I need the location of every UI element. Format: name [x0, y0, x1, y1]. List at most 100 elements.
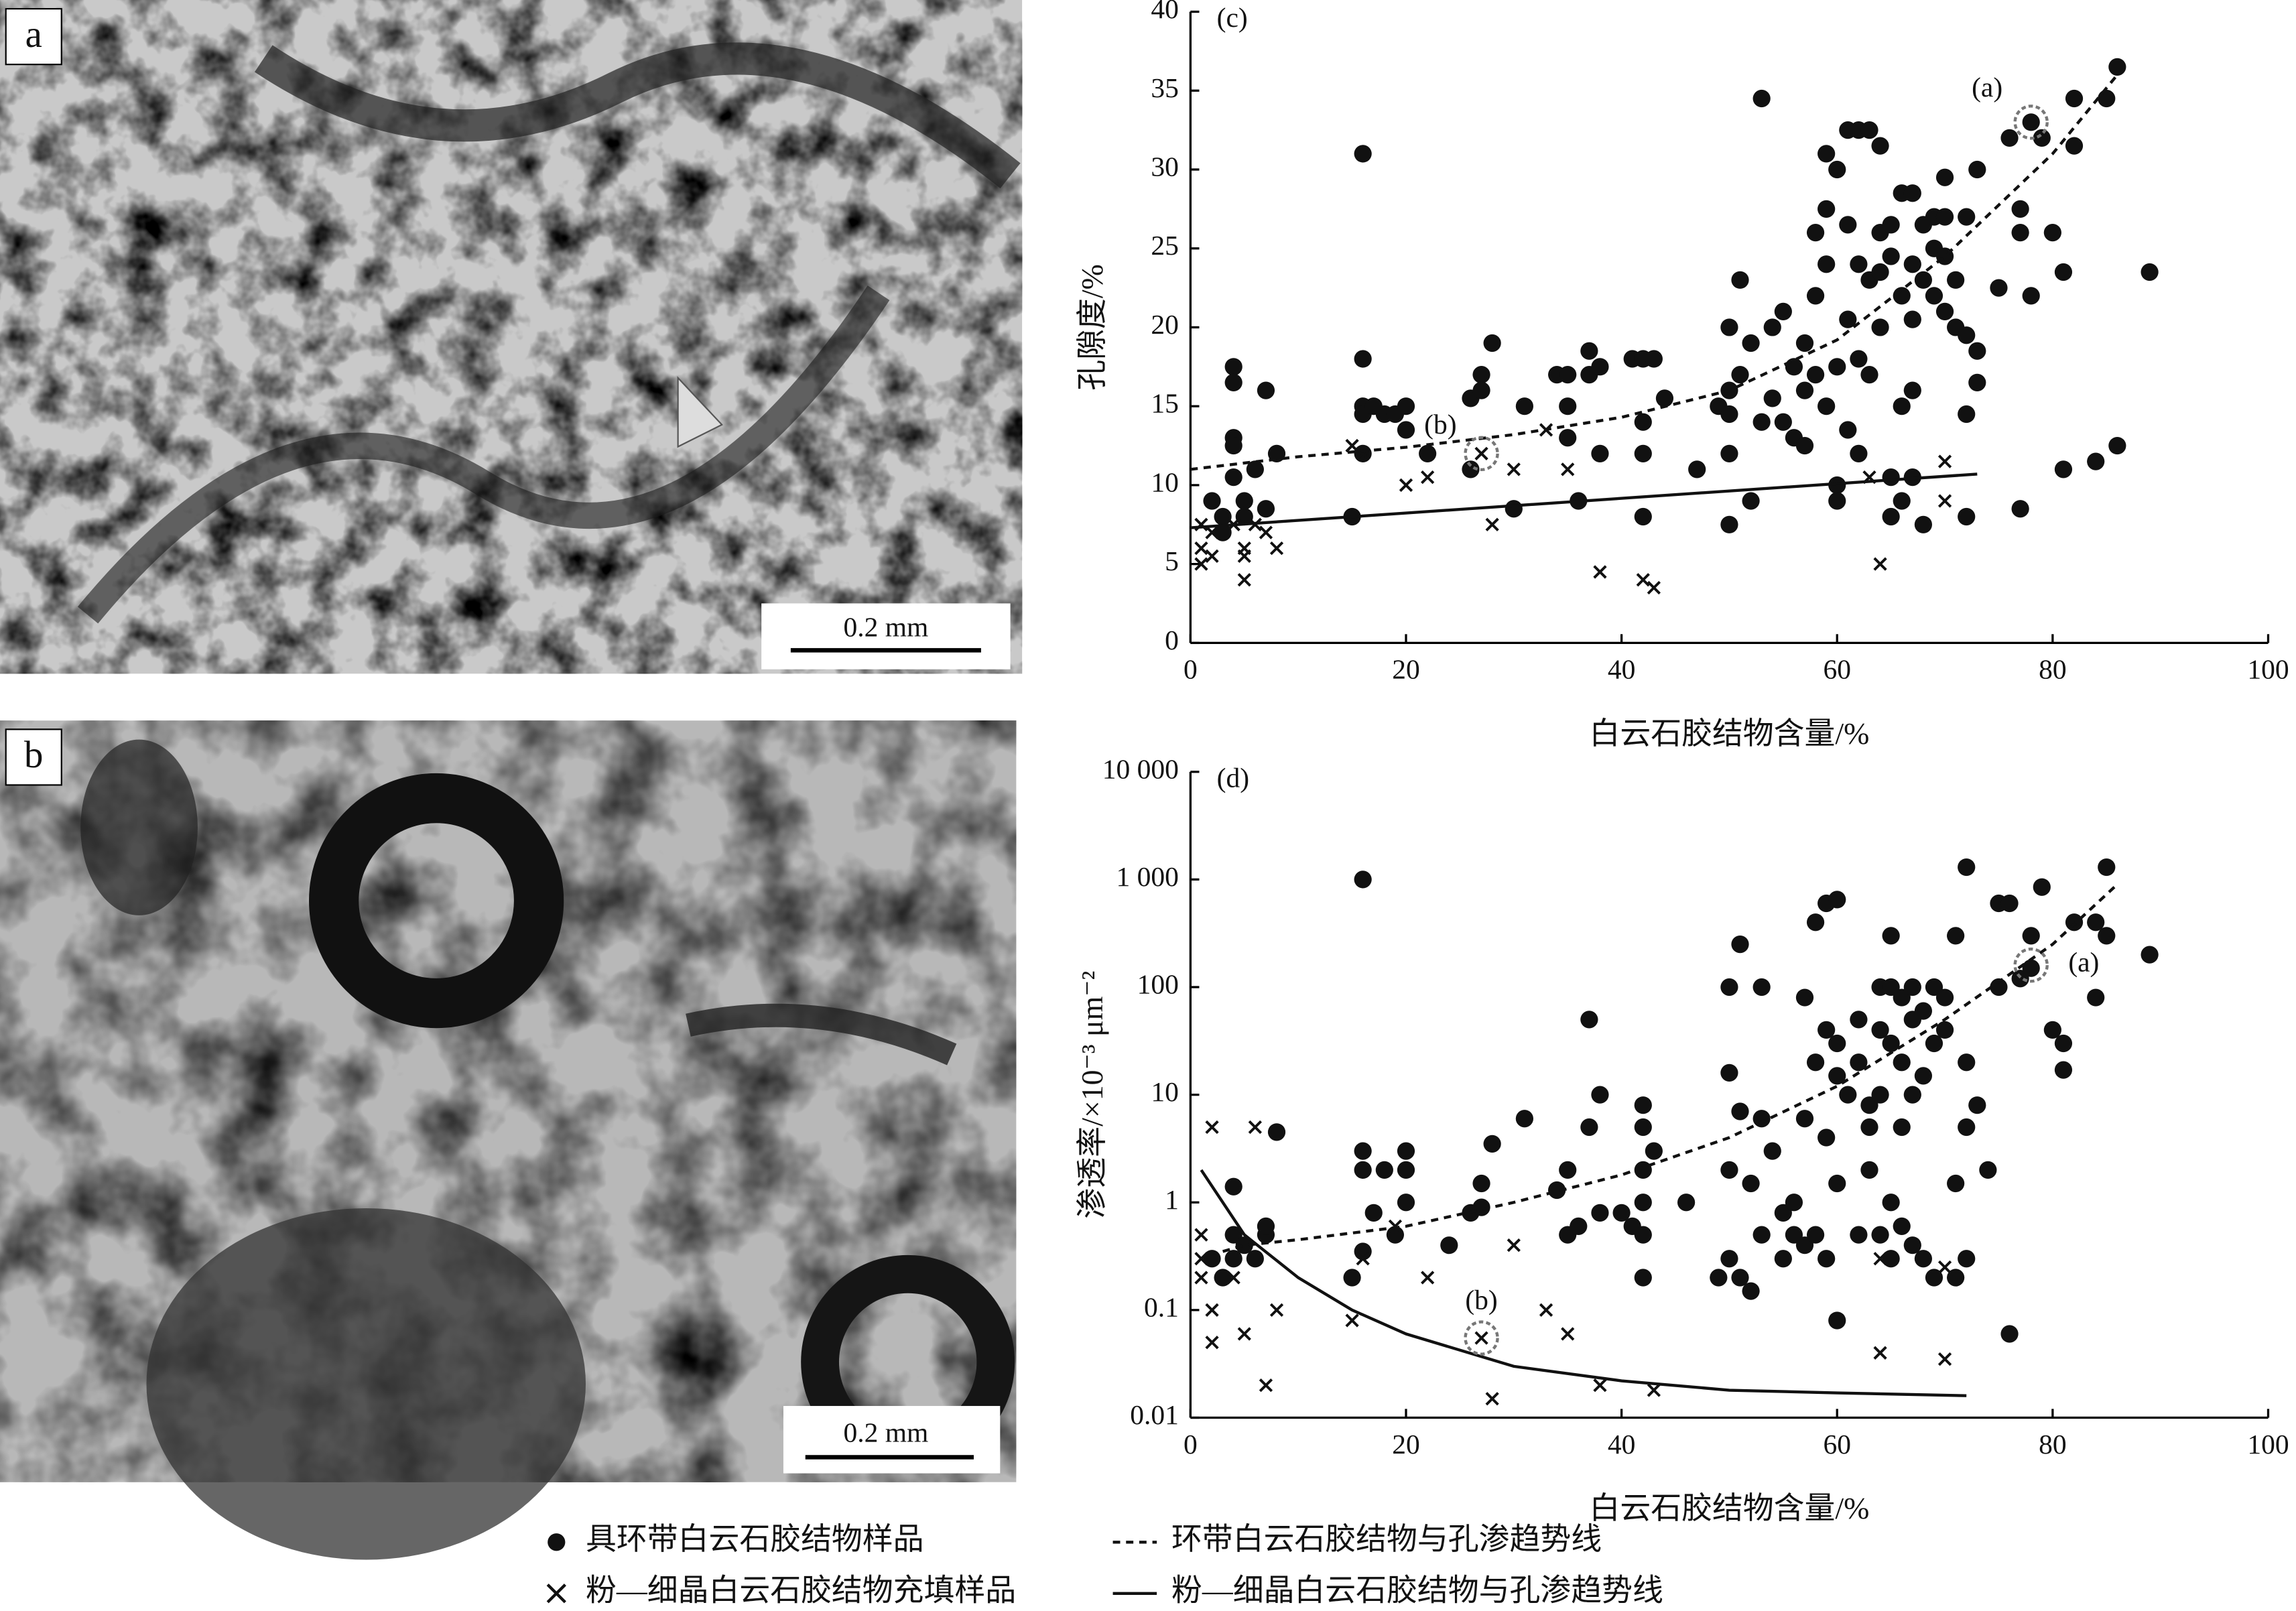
data-point — [2033, 129, 2051, 147]
data-point — [1958, 208, 1976, 226]
data-point — [1237, 1327, 1251, 1341]
data-point — [1612, 1204, 1631, 1222]
x-axis-label: 白云石胶结物含量/% — [1589, 1491, 1869, 1525]
data-point — [1850, 1011, 1868, 1029]
data-point — [1224, 1226, 1242, 1244]
annotation: (b) — [1424, 409, 1456, 440]
data-point — [1763, 389, 1781, 407]
data-point — [1935, 208, 1954, 226]
data-point — [1634, 1226, 1652, 1244]
data-point — [1795, 381, 1814, 399]
data-point — [1591, 444, 1609, 462]
trend-line — [1190, 74, 2119, 471]
data-point — [1882, 1034, 1900, 1053]
data-point — [1752, 1110, 1771, 1128]
data-point — [1893, 397, 1911, 415]
data-point — [1720, 318, 1738, 336]
legend-label: 粉—细晶白云石胶结物与孔渗趋势线 — [1171, 1573, 1663, 1607]
data-point — [1561, 462, 1575, 476]
data-point — [1647, 580, 1661, 595]
annotation-circle — [1464, 1320, 1499, 1356]
data-point — [1958, 1053, 1976, 1072]
y-tick-label: 35 — [1151, 72, 1178, 103]
data-point — [1548, 1181, 1566, 1200]
data-point — [1257, 1217, 1275, 1236]
data-point — [1720, 978, 1738, 996]
data-point — [1873, 1346, 1887, 1360]
data-point — [1925, 978, 1943, 996]
data-point — [1785, 358, 1803, 376]
data-point — [1752, 978, 1771, 996]
data-point — [1248, 1120, 1262, 1135]
x-tick-label: 100 — [2247, 1429, 2289, 1460]
chart: 0 20 40 60 80 100 0.01 0.1 1 10 100 1 000 10 000 (d) 白… — [1075, 753, 2289, 1525]
data-point — [1440, 1236, 1458, 1254]
data-point — [1817, 145, 1836, 163]
data-point — [1559, 365, 1577, 384]
data-point — [1850, 1053, 1868, 1072]
data-point — [1882, 927, 1900, 945]
data-point — [1871, 137, 1889, 155]
data-point — [1850, 444, 1868, 462]
data-point — [1483, 334, 1501, 352]
data-point — [1968, 342, 1986, 360]
data-point — [1925, 287, 1943, 305]
data-point — [1354, 350, 1372, 368]
data-point — [1947, 271, 1965, 289]
data-point — [1882, 468, 1900, 487]
data-point — [1860, 1118, 1878, 1137]
data-point — [1774, 1204, 1792, 1222]
data-point — [1871, 318, 1889, 336]
data-point — [1828, 1067, 1846, 1085]
data-point — [1968, 1096, 1986, 1114]
data-point — [1893, 1217, 1911, 1236]
data-point — [1860, 365, 1878, 384]
data-point — [1397, 1142, 1415, 1160]
annotation-circle — [2013, 105, 2049, 140]
data-point — [1860, 1161, 1878, 1179]
y-tick-label: 40 — [1151, 0, 1178, 24]
data-point — [1214, 523, 1232, 541]
data-point — [1354, 871, 1372, 889]
data-point — [1903, 255, 1921, 273]
data-point — [1634, 1194, 1652, 1212]
data-point — [1937, 1260, 1952, 1275]
legend-marker — [548, 1533, 566, 1551]
data-point — [2011, 970, 2029, 988]
chart-label: (c) — [1217, 2, 1248, 34]
data-point — [1472, 381, 1490, 399]
data-point — [1893, 1053, 1911, 1072]
data-point — [1828, 160, 1846, 179]
data-point — [1828, 492, 1846, 510]
data-point — [1763, 318, 1781, 336]
data-point — [1421, 470, 1435, 485]
data-point — [1194, 1271, 1208, 1285]
data-point — [1710, 1269, 1728, 1287]
data-point — [1990, 978, 2008, 996]
data-point — [1483, 1135, 1501, 1153]
data-point — [1817, 200, 1836, 218]
data-point — [2141, 946, 2159, 964]
data-point — [1472, 1198, 1490, 1216]
data-point — [1647, 1383, 1661, 1397]
trend-line — [1190, 472, 1978, 529]
data-point — [1224, 373, 1242, 391]
data-point — [1259, 525, 1273, 539]
x-tick-label: 60 — [1823, 1429, 1850, 1460]
data-point — [1828, 891, 1846, 909]
data-point — [2087, 913, 2105, 931]
data-point — [1903, 1236, 1921, 1254]
x-tick-label: 40 — [1608, 654, 1635, 685]
data-point — [1795, 1236, 1814, 1254]
y-tick-label: 1 — [1165, 1184, 1179, 1215]
y-tick-label: 20 — [1151, 309, 1178, 340]
data-point — [2054, 1061, 2073, 1079]
photo-label: a — [25, 13, 42, 56]
data-point — [1375, 1161, 1393, 1179]
data-point — [1873, 557, 1887, 571]
x-tick-label: 100 — [2247, 654, 2289, 685]
data-point — [1561, 431, 1575, 445]
data-point — [1806, 365, 1825, 384]
data-point — [1636, 573, 1650, 587]
